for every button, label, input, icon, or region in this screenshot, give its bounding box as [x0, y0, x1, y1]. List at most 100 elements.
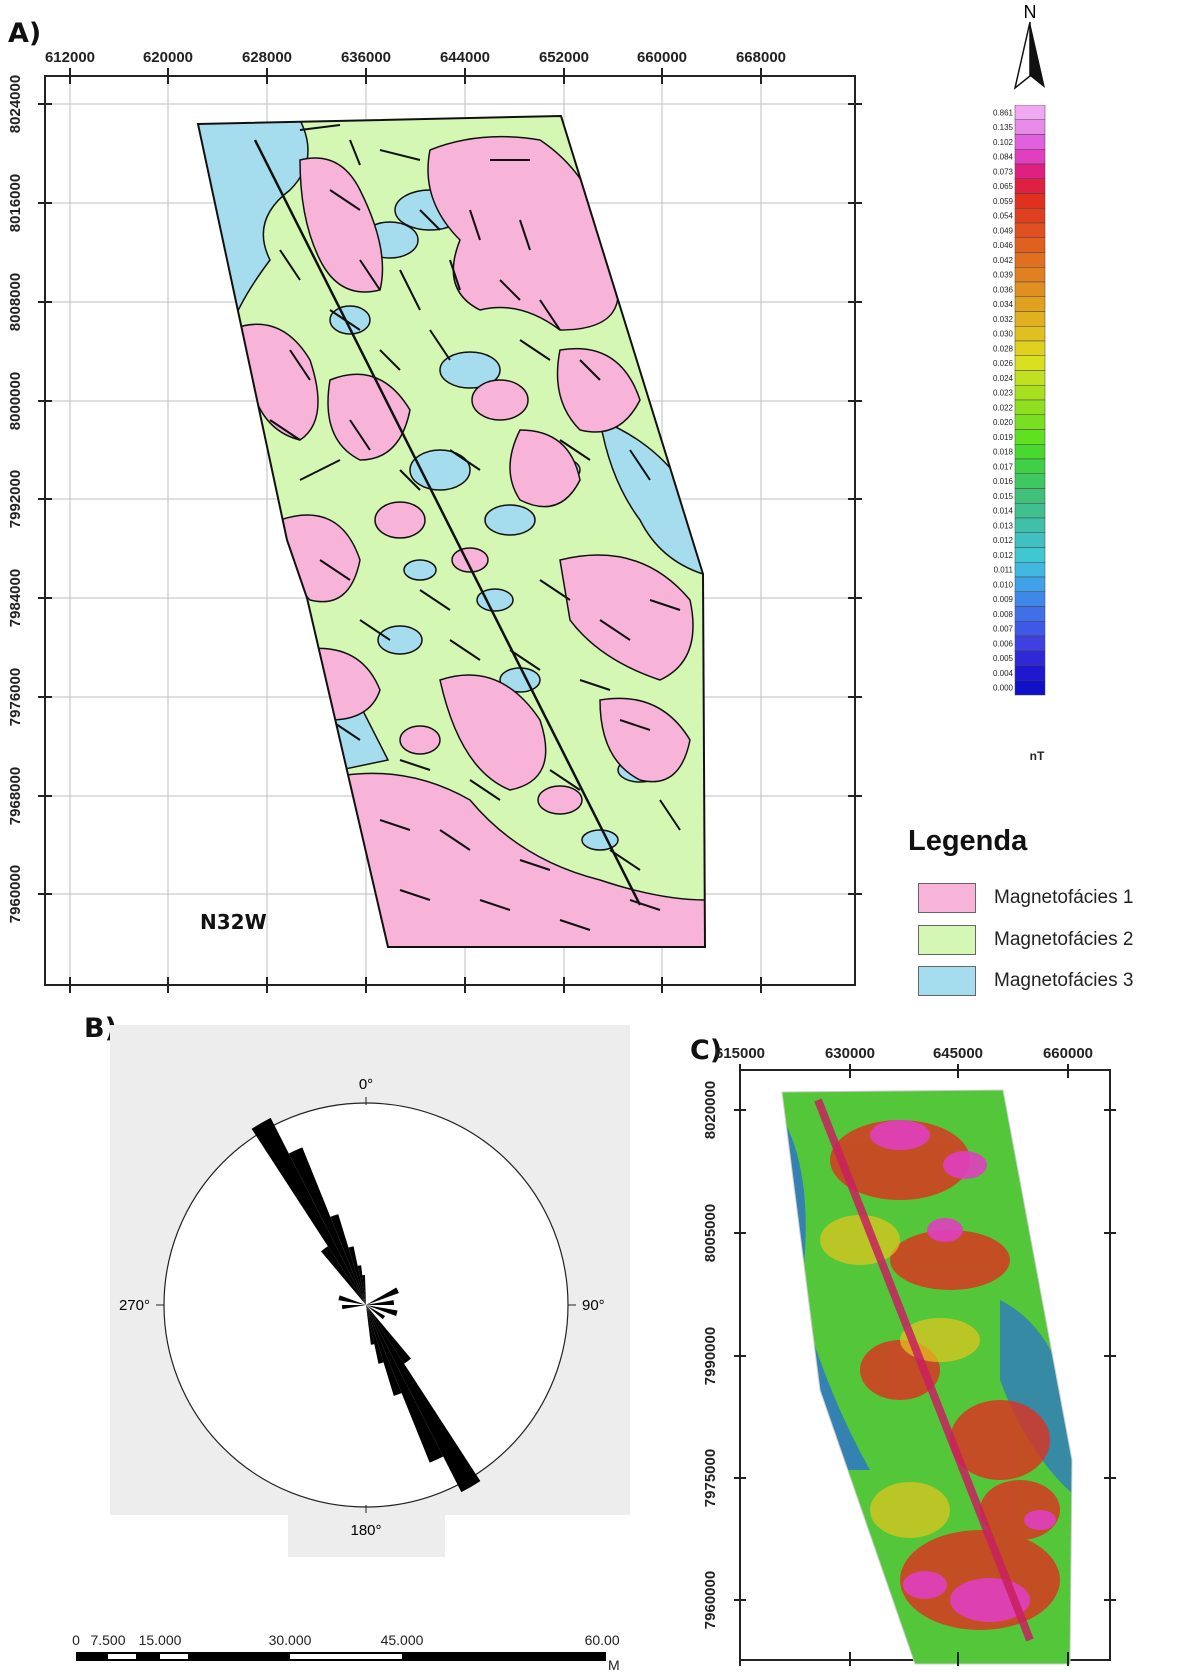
- colorbar-value: 0.036: [993, 285, 1014, 294]
- colorbar-value: 0.042: [993, 256, 1014, 265]
- x-tick-label: 628000: [242, 49, 292, 66]
- y-tick-label: 8008000: [7, 273, 24, 331]
- rose-diagram: 0° 270° 90° 180°: [110, 1025, 630, 1557]
- colorbar-value: 0.016: [993, 477, 1014, 486]
- colorbar-value: 0.030: [993, 330, 1014, 339]
- survey-outline: [196, 114, 707, 948]
- colorbar-value: 0.018: [993, 448, 1014, 457]
- scale-unit: Metros: [608, 1657, 620, 1673]
- y-tick-label: 7968000: [7, 767, 24, 825]
- legend-swatch-1: [918, 883, 976, 913]
- panel-c-map: 615000 630000 645000 660000 8020000 8005000 7…: [702, 1045, 1116, 1666]
- x-tick-label: 620000: [143, 49, 193, 66]
- c-x-tick-label: 645000: [933, 1045, 983, 1062]
- legend-label-2: Magnetofácies 2: [994, 929, 1134, 950]
- colorbar-value: 0.014: [993, 507, 1014, 516]
- colorbar-value: 0.011: [994, 566, 1014, 575]
- scale-label: 15.000: [139, 1632, 182, 1648]
- legend-label-1: Magnetofácies 1: [994, 887, 1134, 908]
- colorbar-value: 0.022: [993, 403, 1014, 412]
- colorbar-unit: nT: [1030, 749, 1045, 763]
- colorbar-value: 0.012: [993, 536, 1014, 545]
- north-arrow-icon: N: [1013, 2, 1045, 90]
- y-tick-label: 7992000: [7, 470, 24, 528]
- angle-top: 0°: [359, 1076, 373, 1093]
- y-tick-label: 8000000: [7, 372, 24, 430]
- colorbar-value: 0.039: [993, 271, 1014, 280]
- colorbar-value: 0.012: [993, 551, 1014, 560]
- legend-item-1: Magnetofácies 1: [918, 883, 1133, 913]
- scale-label: 7.500: [90, 1632, 125, 1648]
- colorbar-value: 0.049: [993, 226, 1014, 235]
- c-y-tick-label: 8005000: [702, 1204, 719, 1262]
- colorbar-value: 0.046: [993, 241, 1014, 250]
- x-tick-label: 636000: [341, 49, 391, 66]
- scale-bar: 0 7.500 15.000 30.000 45.000 60.000 Metros: [72, 1632, 620, 1673]
- colorbar-value: 0.015: [993, 492, 1014, 501]
- c-x-tick-label: 615000: [715, 1045, 765, 1062]
- y-tick-labels: 8024000 8016000 8008000 8000000 7992000 79840…: [7, 75, 24, 923]
- colorbar-value: 0.032: [993, 315, 1014, 324]
- y-tick-label: 8024000: [7, 75, 24, 133]
- map-ticks: [38, 68, 862, 993]
- colorbar-value: 0.028: [993, 344, 1014, 353]
- colorbar-value: 0.065: [993, 182, 1014, 191]
- colorbar-value: 0.019: [993, 433, 1014, 442]
- panel-a-label: A): [8, 18, 42, 49]
- y-tick-label: 8016000: [7, 174, 24, 232]
- colorbar-value: 0.026: [993, 359, 1014, 368]
- x-tick-label: 612000: [45, 49, 95, 66]
- legend-item-2: Magnetofácies 2: [918, 925, 1133, 955]
- legend-swatch-2: [918, 925, 976, 955]
- colorbar-value: 0.006: [993, 639, 1014, 648]
- colorbar-value: 0.005: [993, 654, 1014, 663]
- colorbar-value: 0.059: [993, 197, 1014, 206]
- colorbar-value: 0.000: [993, 684, 1014, 693]
- x-tick-label: 652000: [539, 49, 589, 66]
- panel-c-label: C): [690, 1035, 723, 1066]
- colorbar-value: 0.020: [993, 418, 1014, 427]
- colorbar-value: 0.004: [993, 669, 1014, 678]
- angle-bottom: 180°: [350, 1522, 381, 1539]
- scale-label: 60.000: [585, 1632, 620, 1648]
- north-label: N: [1024, 2, 1037, 22]
- scale-label: 45.000: [381, 1632, 424, 1648]
- direction-label: N32W: [200, 910, 267, 934]
- colorbar-value: 0.073: [993, 167, 1014, 176]
- scale-label: 0: [72, 1632, 80, 1648]
- scale-label: 30.000: [269, 1632, 312, 1648]
- colorbar-value: 0.861: [993, 108, 1014, 117]
- colorbar: 0.861 0.135 0.102 0.084 0.073 0.065 0.059 0.054…: [993, 105, 1046, 763]
- panel-a-map: 612000 620000 628000 636000 644000 652000 6600…: [7, 49, 862, 993]
- colorbar-value: 0.017: [993, 462, 1014, 471]
- colorbar-value: 0.102: [993, 138, 1014, 147]
- legend-swatch-3: [918, 966, 976, 996]
- angle-left: 270°: [119, 1297, 150, 1314]
- colorbar-value: 0.008: [993, 610, 1014, 619]
- c-y-tick-label: 7960000: [702, 1571, 719, 1629]
- angle-right: 90°: [582, 1297, 605, 1314]
- colorbar-value: 0.010: [993, 580, 1014, 589]
- legend-title: Legenda: [908, 825, 1028, 857]
- colorbar-value: 0.023: [993, 389, 1014, 398]
- y-tick-label: 7976000: [7, 668, 24, 726]
- colorbar-value: 0.084: [993, 153, 1014, 162]
- y-tick-label: 7984000: [7, 569, 24, 627]
- colorbar-value: 0.034: [993, 300, 1014, 309]
- c-y-tick-label: 7975000: [702, 1449, 719, 1507]
- colorbar-value: 0.135: [993, 123, 1014, 132]
- colorbar-value: 0.013: [993, 521, 1014, 530]
- colorbar-value: 0.007: [993, 625, 1014, 634]
- x-tick-labels: 612000 620000 628000 636000 644000 652000 6600…: [45, 49, 786, 66]
- c-x-tick-label: 630000: [825, 1045, 875, 1062]
- x-tick-label: 644000: [440, 49, 490, 66]
- c-x-tick-label: 660000: [1043, 1045, 1093, 1062]
- y-tick-label: 7960000: [7, 865, 24, 923]
- colorbar-value: 0.009: [993, 595, 1014, 604]
- colorbar-value: 0.024: [993, 374, 1014, 383]
- c-y-tick-label: 8020000: [702, 1081, 719, 1139]
- c-y-tick-label: 7990000: [702, 1327, 719, 1385]
- legend-label-3: Magnetofácies 3: [994, 970, 1134, 991]
- x-tick-label: 660000: [637, 49, 687, 66]
- x-tick-label: 668000: [736, 49, 786, 66]
